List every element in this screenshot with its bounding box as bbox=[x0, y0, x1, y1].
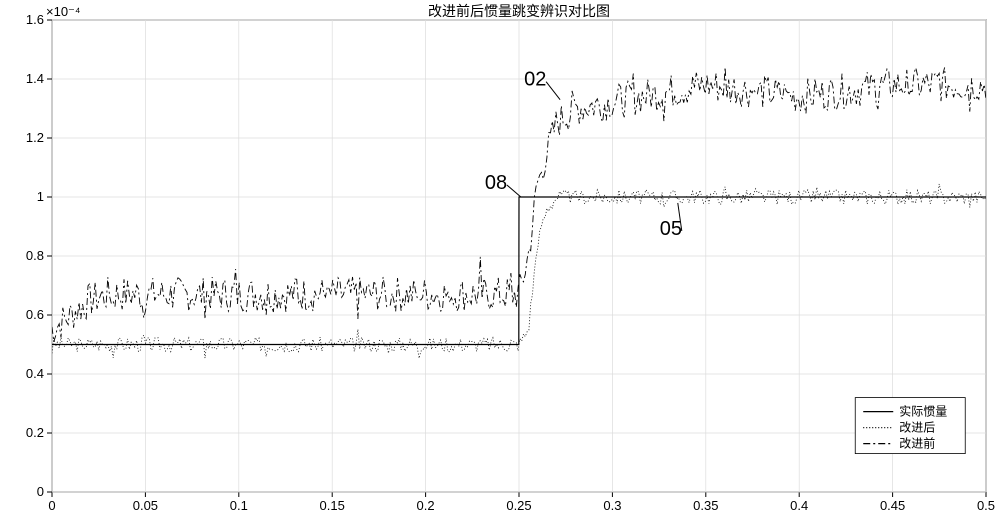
y-tick-label: 0.4 bbox=[26, 366, 44, 381]
y-tick-label: 1.2 bbox=[26, 130, 44, 145]
y-tick-label: 1.4 bbox=[26, 71, 44, 86]
y-tick-label: 1 bbox=[37, 189, 44, 204]
legend-item-label: 实际惯量 bbox=[899, 404, 947, 419]
x-tick-label: 0.3 bbox=[603, 498, 621, 513]
x-tick-label: 0.45 bbox=[880, 498, 905, 513]
x-tick-label: 0.35 bbox=[693, 498, 718, 513]
y-scale-label: ×10⁻⁴ bbox=[46, 4, 81, 19]
chart-svg: 0 0.05 0.1 0.15 0.2 0.25 0.3 0.35 0.4 0.45 0.5 0 0.2… bbox=[0, 0, 1000, 527]
chart-title: 改进前后惯量跳变辨识对比图 bbox=[428, 3, 610, 19]
y-tick-label: 0.8 bbox=[26, 248, 44, 263]
annotation-label: 08 bbox=[485, 172, 507, 194]
x-tick-label: 0.5 bbox=[977, 498, 995, 513]
x-tick-label: 0.05 bbox=[133, 498, 158, 513]
annotation-label: 02 bbox=[524, 69, 546, 91]
y-tick-label: 1.6 bbox=[26, 12, 44, 27]
x-tick-label: 0.2 bbox=[417, 498, 435, 513]
x-tick-label: 0.4 bbox=[790, 498, 808, 513]
legend-item-label: 改进后 bbox=[899, 421, 935, 435]
x-tick-label: 0.15 bbox=[320, 498, 345, 513]
chart-container: 0 0.05 0.1 0.15 0.2 0.25 0.3 0.35 0.4 0.45 0.5 0 0.2… bbox=[0, 0, 1000, 527]
x-tick-label: 0.25 bbox=[506, 498, 531, 513]
y-tick-label: 0.6 bbox=[26, 307, 44, 322]
annotation-label: 05 bbox=[660, 218, 682, 240]
x-tick-label: 0.1 bbox=[230, 498, 248, 513]
y-tick-label: 0 bbox=[37, 484, 44, 499]
x-tick-label: 0 bbox=[48, 498, 55, 513]
y-tick-label: 0.2 bbox=[26, 425, 44, 440]
legend-item-label: 改进前 bbox=[899, 436, 935, 451]
